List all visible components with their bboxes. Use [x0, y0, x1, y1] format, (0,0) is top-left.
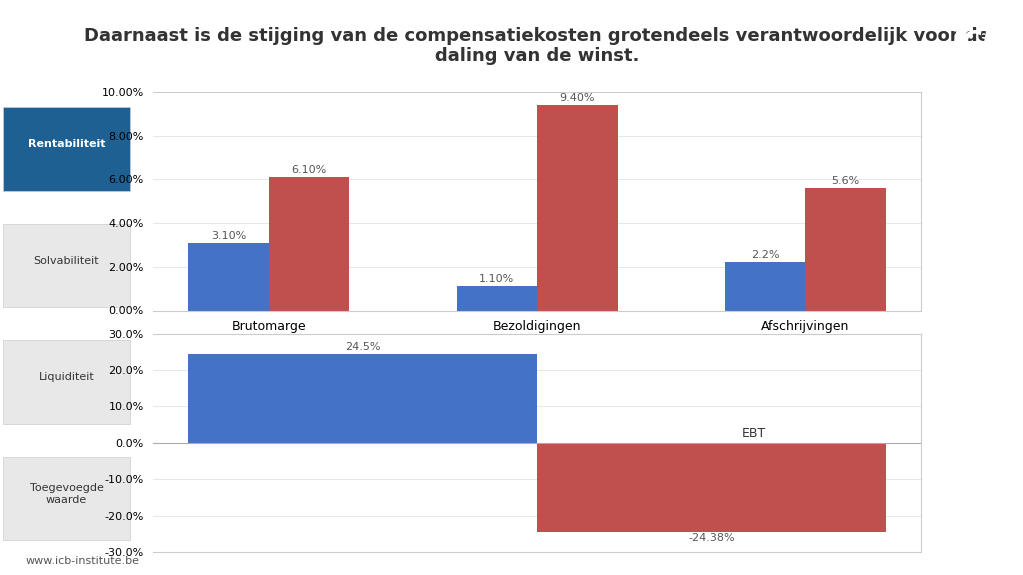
Bar: [805, 188, 886, 310]
Text: 1.10%: 1.10%: [479, 274, 515, 284]
Text: 5.6%: 5.6%: [832, 176, 859, 186]
Text: Toegevoegde
waarde: Toegevoegde waarde: [30, 483, 103, 505]
FancyBboxPatch shape: [3, 457, 130, 540]
Bar: [188, 243, 269, 310]
Bar: [537, 105, 618, 310]
Text: EBT: EBT: [742, 427, 765, 440]
Text: Solvabiliteit: Solvabiliteit: [34, 256, 99, 266]
Text: 24.5%: 24.5%: [345, 342, 381, 352]
Text: Rentabiliteit: Rentabiliteit: [28, 140, 105, 150]
Text: 6.10%: 6.10%: [292, 165, 326, 175]
Text: 3.10%: 3.10%: [211, 231, 247, 240]
Text: www.icb-institute.be: www.icb-institute.be: [26, 555, 139, 566]
Text: 9.40%: 9.40%: [560, 93, 595, 103]
Text: 2.2%: 2.2%: [751, 250, 780, 260]
Text: ICB: ICB: [951, 29, 1003, 57]
FancyBboxPatch shape: [3, 107, 130, 191]
Text: -24.38%: -24.38%: [688, 534, 735, 543]
Bar: [269, 177, 349, 310]
Bar: [725, 262, 805, 310]
Text: Daarnaast is de stijging van de compensatiekosten grotendeels verantwoordelijk v: Daarnaast is de stijging van de compensa…: [84, 26, 990, 66]
Bar: [188, 354, 537, 443]
FancyBboxPatch shape: [3, 340, 130, 424]
Text: Liquiditeit: Liquiditeit: [39, 373, 94, 382]
Bar: [537, 443, 886, 531]
Legend: Groeipercentage 2015-2016, Groeipercentage 2016-2017: Groeipercentage 2015-2016, Groeipercenta…: [333, 334, 741, 353]
FancyBboxPatch shape: [3, 224, 130, 308]
Bar: [456, 286, 537, 311]
